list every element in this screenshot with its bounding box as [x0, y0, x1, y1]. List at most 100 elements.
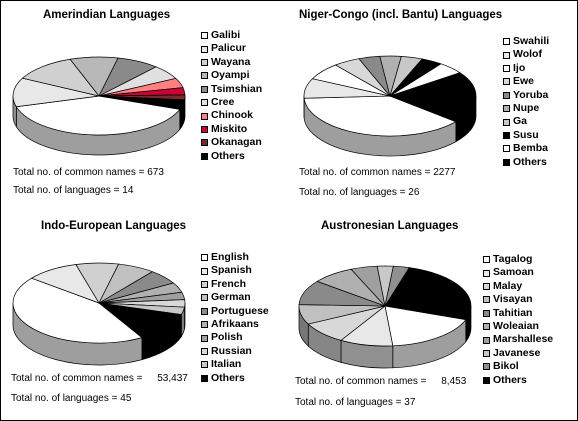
- legend-item-others: Others: [503, 156, 549, 169]
- legend: Swahili Wolof Ijo Ewe Yoruba Nupe Ga Susu Bemba O…: [503, 35, 549, 169]
- legend-swatch: [201, 152, 208, 160]
- legend-label: Chinook: [211, 109, 253, 122]
- legend-item-spanish: Spanish: [201, 264, 269, 277]
- legend-item-wolof: Wolof: [503, 48, 549, 61]
- legend-item-french: French: [201, 278, 269, 291]
- legend-item-ijo: Ijo: [503, 62, 549, 75]
- legend-item-bikol: Bikol: [483, 360, 553, 373]
- legend-label: Ga: [513, 115, 528, 128]
- stat-value: 2277: [433, 167, 456, 178]
- stat-label: Total no. of common names =: [299, 167, 431, 178]
- legend-swatch: [201, 374, 208, 382]
- legend-swatch: [201, 85, 208, 93]
- pie-slice-others: [388, 72, 477, 123]
- legend-swatch: [483, 349, 490, 357]
- stat-label: Total no. of common names =: [13, 167, 145, 178]
- legend-label: Samoan: [493, 266, 534, 279]
- legend-label: Swahili: [513, 35, 550, 47]
- legend: Galibi Palicur Wayana Oyampi Tsimshian Cree Ch…: [201, 29, 262, 163]
- legend-item-others: Others: [483, 374, 553, 387]
- legend-swatch: [503, 105, 510, 113]
- legend-label: Portuguese: [211, 304, 269, 317]
- amerindian-panel: Amerindian Languages Galibi Palicur Wayana…: [1, 1, 289, 211]
- stat-languages: Total no. of languages = 37: [295, 397, 415, 408]
- legend-swatch: [483, 309, 490, 317]
- legend-swatch: [483, 269, 490, 277]
- legend-label: Afrikaans: [211, 317, 259, 330]
- legend-swatch: [503, 64, 510, 72]
- stat-value: 53,437: [157, 373, 188, 384]
- legend-label: Bemba: [513, 142, 549, 155]
- pie-slice-galibi: [15, 95, 181, 136]
- legend-label: Yoruba: [513, 88, 549, 101]
- legend-item-tahitian: Tahitian: [483, 307, 553, 320]
- legend-label: Bikol: [493, 360, 519, 373]
- legend-label: Ijo: [513, 61, 526, 74]
- legend-label: Nupe: [513, 101, 540, 114]
- stat-value: 45: [120, 393, 132, 404]
- pie-chart: [12, 56, 186, 156]
- stat-label: Total no. of languages =: [295, 397, 402, 408]
- stat-label: Total no. of common names =: [295, 376, 427, 387]
- legend-label: Galibi: [211, 29, 241, 41]
- legend-item-others: Others: [201, 372, 269, 385]
- legend-item-oyampi: Oyampi: [201, 69, 262, 82]
- legend-label: Visayan: [493, 293, 533, 306]
- stat-label: Total no. of languages =: [11, 393, 118, 404]
- chart-title: Austronesian Languages: [321, 220, 459, 232]
- legend-label: Miskito: [211, 122, 248, 135]
- legend-item-wayana: Wayana: [201, 56, 262, 69]
- pie-slice-wayana: [21, 58, 100, 97]
- legend-label: Others: [211, 149, 245, 162]
- legend-swatch: [201, 321, 208, 329]
- stat-common-names: Total no. of common names = 673: [13, 167, 164, 178]
- legend-label: Cree: [211, 95, 235, 108]
- stat-value: 14: [122, 185, 134, 196]
- legend-swatch: [201, 58, 208, 66]
- pie-slice-tagalog: [384, 305, 467, 347]
- legend-swatch: [503, 38, 510, 46]
- legend-label: Others: [513, 155, 547, 168]
- legend-item-miskito: Miskito: [201, 123, 262, 136]
- pie-chart: [298, 265, 472, 369]
- legend-item-english: English: [201, 251, 269, 264]
- stat-value: 37: [404, 397, 416, 408]
- legend-swatch: [201, 45, 208, 53]
- legend-swatch: [201, 254, 208, 262]
- stat-languages: Total no. of languages = 14: [13, 185, 133, 196]
- legend-label: Javanese: [493, 346, 541, 359]
- legend-swatch: [483, 336, 490, 344]
- legend-swatch: [201, 294, 208, 302]
- legend-item-ga: Ga: [503, 115, 549, 128]
- stat-value: 26: [408, 187, 420, 198]
- legend-label: German: [211, 291, 251, 304]
- legend-swatch: [201, 334, 208, 342]
- legend-item-russian: Russian: [201, 345, 269, 358]
- pie-slice-english: [12, 277, 143, 344]
- legend-label: Malay: [493, 279, 523, 292]
- legend-swatch: [201, 139, 208, 147]
- legend-swatch: [503, 91, 510, 99]
- legend-swatch: [503, 158, 510, 166]
- legend-item-marshallese: Marshallese: [483, 333, 553, 346]
- legend-item-palicur: Palicur: [201, 42, 262, 55]
- legend-label: Oyampi: [211, 69, 250, 82]
- legend-swatch: [201, 112, 208, 120]
- stat-languages: Total no. of languages = 26: [299, 187, 419, 198]
- legend-label: English: [211, 251, 249, 263]
- legend-label: Ewe: [513, 75, 535, 88]
- legend-label: French: [211, 277, 247, 290]
- legend-swatch: [503, 78, 510, 86]
- legend-label: Palicur: [211, 42, 247, 55]
- legend-swatch: [483, 296, 490, 304]
- legend-swatch: [483, 282, 490, 290]
- legend-swatch: [503, 118, 510, 126]
- legend-swatch: [483, 363, 490, 371]
- legend-item-nupe: Nupe: [503, 102, 549, 115]
- legend-label: Tagalog: [493, 253, 533, 265]
- legend-swatch: [201, 307, 208, 315]
- legend-item-polish: Polish: [201, 331, 269, 344]
- legend-item-bemba: Bemba: [503, 142, 549, 155]
- legend-swatch: [503, 131, 510, 139]
